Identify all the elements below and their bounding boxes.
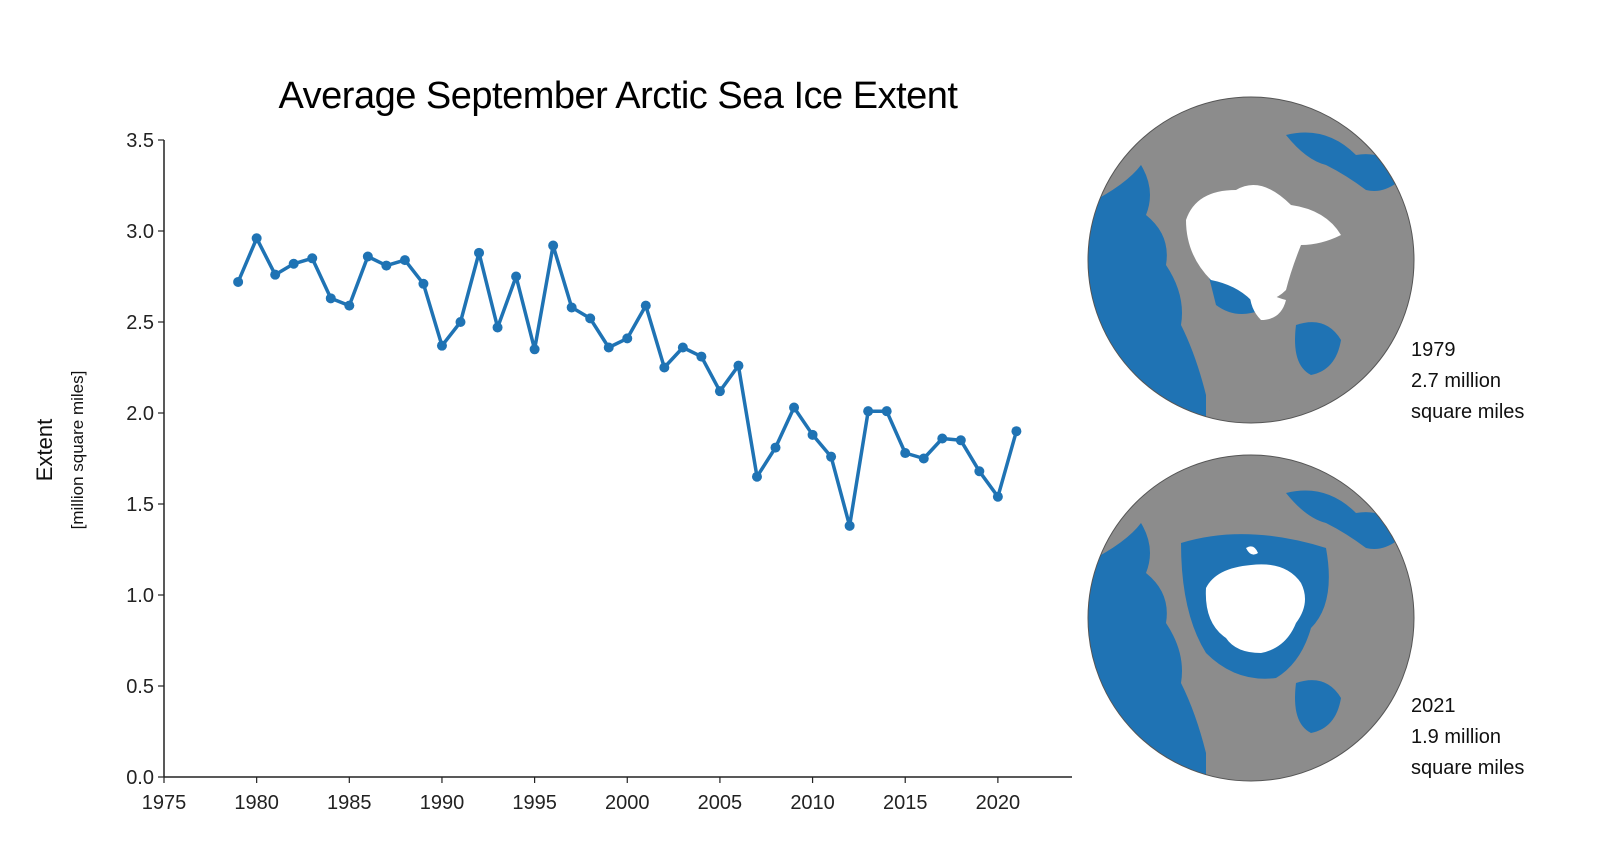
data-point xyxy=(770,442,781,453)
x-tick-label: 2000 xyxy=(605,792,650,814)
data-point xyxy=(288,258,299,269)
data-point xyxy=(992,491,1003,502)
data-point xyxy=(881,406,892,417)
data-point xyxy=(714,386,725,397)
series-line xyxy=(236,236,1019,528)
data-point xyxy=(418,278,429,289)
x-tick-label: 1990 xyxy=(420,792,465,814)
data-point xyxy=(789,402,800,413)
axes: 0.0 0.5 1.0 1.5 2.0 2.5 3.0 3.5 1975 1980 1985 1990… xyxy=(126,130,1072,814)
line-chart: Average September Arctic Sea Ice Extent … xyxy=(32,75,1072,814)
data-point xyxy=(1011,426,1022,437)
data-point xyxy=(270,269,281,280)
data-point xyxy=(622,333,633,344)
x-tick-label: 1980 xyxy=(234,792,279,814)
y-tick-label: 3.0 xyxy=(126,221,154,243)
data-point xyxy=(863,406,874,417)
data-point xyxy=(548,240,559,251)
x-tick-label: 2015 xyxy=(883,792,928,814)
y-tick-label: 0.5 xyxy=(126,676,154,698)
data-point xyxy=(529,344,540,355)
data-point xyxy=(955,435,966,446)
map-units: square miles xyxy=(1411,401,1525,423)
y-tick-label: 1.5 xyxy=(126,494,154,516)
y-tick-label: 2.5 xyxy=(126,312,154,334)
data-point xyxy=(399,255,410,266)
data-point xyxy=(511,271,522,282)
data-point xyxy=(344,300,355,311)
data-point xyxy=(807,429,818,440)
data-point xyxy=(474,247,485,258)
data-point xyxy=(733,360,744,371)
y-axis-label: Extent xyxy=(32,419,57,481)
data-point xyxy=(900,448,911,459)
map-extent: 2.7 million xyxy=(1411,370,1502,392)
data-point xyxy=(751,471,762,482)
data-point xyxy=(566,302,577,313)
y-tick-label: 0.0 xyxy=(126,767,154,789)
data-point xyxy=(659,362,670,373)
data-point xyxy=(937,433,948,444)
map-units: square miles xyxy=(1411,757,1525,779)
map-caption-1979: 1979 2.7 million square miles xyxy=(1411,335,1524,428)
map-year: 2021 xyxy=(1411,695,1456,717)
arctic-map-1979 xyxy=(1087,96,1415,424)
data-point xyxy=(325,293,336,304)
x-tick-label: 2005 xyxy=(698,792,743,814)
data-point xyxy=(436,340,447,351)
y-tick-label: 2.0 xyxy=(126,403,154,425)
data-point xyxy=(696,351,707,362)
x-tick-label: 1985 xyxy=(327,792,372,814)
data-point xyxy=(381,260,392,271)
data-point xyxy=(492,322,503,333)
data-point xyxy=(826,451,837,462)
map-caption-2021: 2021 1.9 million square miles xyxy=(1411,691,1524,784)
data-point xyxy=(233,276,244,287)
data-point xyxy=(918,453,929,464)
data-point xyxy=(844,520,855,531)
series-group xyxy=(233,233,1022,531)
y-tick-label: 1.0 xyxy=(126,585,154,607)
x-tick-label: 2020 xyxy=(976,792,1021,814)
data-point xyxy=(251,233,262,244)
data-point xyxy=(603,342,614,353)
chart-title: Average September Arctic Sea Ice Extent xyxy=(279,75,959,117)
map-year: 1979 xyxy=(1411,339,1456,361)
y-tick-label: 3.5 xyxy=(126,130,154,152)
data-point xyxy=(677,342,688,353)
x-tick-label: 2010 xyxy=(790,792,835,814)
arctic-map-2021 xyxy=(1087,454,1415,782)
x-tick-label: 1975 xyxy=(142,792,187,814)
data-point xyxy=(307,253,318,264)
data-point xyxy=(974,466,985,477)
y-axis-units: [million square miles] xyxy=(68,371,87,530)
data-point xyxy=(585,313,596,324)
map-extent: 1.9 million xyxy=(1411,726,1502,748)
data-point xyxy=(362,251,373,262)
data-point xyxy=(455,317,466,327)
data-point xyxy=(640,300,651,311)
x-tick-label: 1995 xyxy=(512,792,557,814)
